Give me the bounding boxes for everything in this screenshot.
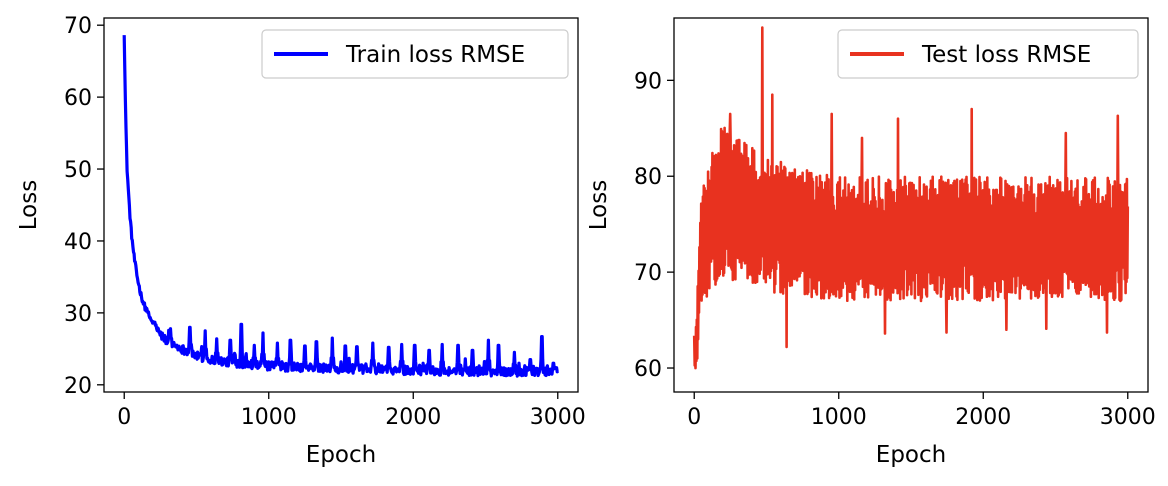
train-legend-box <box>261 29 569 79</box>
train-legend-label: Train loss RMSE <box>345 42 525 68</box>
train-y-tick-label: 70 <box>64 14 92 39</box>
test-x-tick-label: 3000 <box>1100 405 1156 430</box>
train-y-tick-label: 60 <box>64 86 92 111</box>
test-x-axis-label: Epoch <box>876 442 946 468</box>
train-y-tick-label: 30 <box>64 302 92 327</box>
test-loss-line <box>692 26 1130 370</box>
train-y-tick-label: 40 <box>64 230 92 255</box>
train-loss-axes: 0 1000 2000 3000 20 30 40 50 60 70 <box>64 14 586 430</box>
train-y-tick-label: 50 <box>64 158 92 183</box>
test-y-tick-label: 90 <box>634 69 662 94</box>
train-loss-plot-area <box>122 35 560 378</box>
test-legend-box <box>837 29 1139 79</box>
test-y-tick-label: 60 <box>634 357 662 382</box>
train-y-tick-label: 20 <box>64 374 92 399</box>
test-x-tick-label: 2000 <box>955 405 1011 430</box>
train-x-tick-label: 1000 <box>241 405 297 430</box>
test-y-tick-label: 70 <box>634 261 662 286</box>
train-x-tick-label: 3000 <box>530 405 586 430</box>
test-legend-label: Test loss RMSE <box>921 42 1091 68</box>
test-loss-chart: 0 1000 2000 3000 60 70 80 90 Epoch Loss Test lo… <box>586 17 1156 468</box>
test-loss-plot-area <box>692 26 1130 370</box>
train-loss-chart: 0 1000 2000 3000 20 30 40 50 60 70 Epoch Loss Tra… <box>16 14 586 468</box>
train-legend: Train loss RMSE <box>261 29 569 79</box>
test-x-tick-label: 1000 <box>811 405 867 430</box>
test-x-tick-label: 0 <box>687 405 701 430</box>
test-legend: Test loss RMSE <box>837 29 1139 79</box>
train-loss-line <box>122 35 560 378</box>
train-x-tick-label: 0 <box>117 405 131 430</box>
train-x-tick-label: 2000 <box>385 405 441 430</box>
test-loss-axes: 0 1000 2000 3000 60 70 80 90 <box>634 17 1156 430</box>
train-y-axis-label: Loss <box>16 180 42 230</box>
train-x-axis-label: Epoch <box>306 442 376 468</box>
test-y-tick-label: 80 <box>634 165 662 190</box>
test-axes-frame <box>673 17 1149 393</box>
train-axes-frame <box>103 17 579 393</box>
test-y-axis-label: Loss <box>586 180 612 230</box>
